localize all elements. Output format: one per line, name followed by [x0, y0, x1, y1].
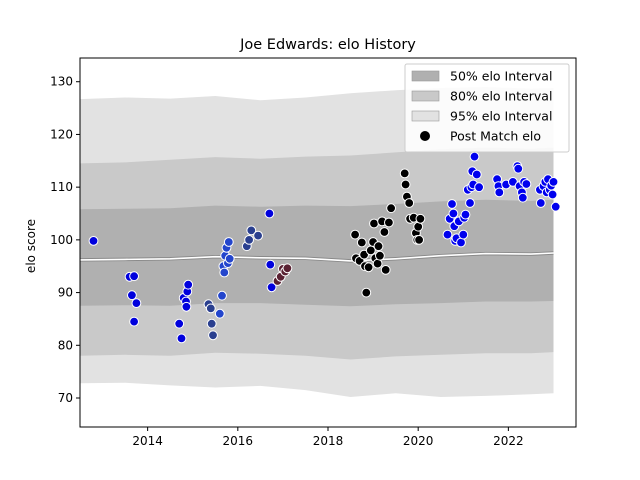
x-tick-label: 2020	[403, 434, 434, 448]
legend-label: 95% elo Interval	[450, 109, 552, 124]
legend-label: 50% elo Interval	[450, 69, 552, 84]
series-group	[272, 263, 293, 286]
data-point	[494, 187, 505, 198]
data-point	[174, 318, 185, 329]
data-point	[521, 179, 532, 189]
plot-clipped-layer	[80, 87, 561, 397]
data-point	[460, 209, 471, 220]
data-point	[88, 236, 99, 246]
legend-label: Post Match elo	[450, 129, 541, 144]
data-point	[176, 333, 187, 344]
series-group	[241, 225, 264, 252]
data-point	[414, 235, 425, 245]
y-tick-label: 120	[50, 127, 73, 141]
data-point	[208, 330, 218, 341]
legend-marker	[420, 131, 430, 141]
data-point	[264, 208, 275, 219]
data-point	[219, 267, 230, 278]
data-point	[513, 163, 524, 174]
data-point	[442, 229, 453, 240]
legend: 50% elo Interval 80% elo Interval 95% elo …	[404, 63, 570, 153]
data-point	[181, 301, 192, 312]
data-point	[469, 151, 480, 162]
series-group	[264, 208, 277, 293]
data-point	[363, 262, 374, 273]
data-point	[206, 318, 217, 329]
data-point	[474, 182, 485, 193]
data-point	[265, 259, 276, 270]
data-point	[447, 199, 457, 209]
data-point	[282, 263, 293, 274]
median-line	[80, 252, 554, 262]
data-point	[379, 227, 390, 237]
y-tick-label: 110	[50, 180, 73, 194]
data-point	[350, 229, 361, 240]
data-point	[399, 168, 410, 179]
data-point	[217, 290, 227, 301]
data-point	[126, 290, 137, 301]
data-point	[448, 208, 459, 219]
data-point	[361, 287, 372, 298]
data-point	[183, 279, 194, 290]
legend-swatch	[411, 70, 440, 82]
legend-swatch	[411, 110, 440, 122]
data-point	[131, 298, 142, 309]
data-point	[224, 253, 235, 264]
data-point	[415, 213, 426, 224]
data-point	[547, 189, 558, 200]
data-point	[214, 308, 225, 319]
data-point	[404, 198, 415, 208]
series-group	[214, 237, 235, 319]
data-point	[471, 169, 482, 180]
legend-label: 80% elo Interval	[450, 89, 552, 104]
data-point	[356, 237, 367, 248]
data-point	[266, 282, 277, 293]
y-tick-label: 100	[50, 233, 73, 247]
x-tick-label: 2014	[132, 434, 163, 448]
data-point	[548, 177, 559, 187]
data-point	[246, 225, 257, 236]
x-tick-label: 2016	[223, 434, 254, 448]
data-point	[223, 237, 234, 247]
data-point	[129, 316, 140, 327]
y-tick-label: 130	[50, 75, 73, 89]
y-tick-label: 70	[58, 391, 73, 405]
data-point	[244, 235, 255, 245]
data-point	[400, 179, 411, 190]
data-point	[375, 250, 385, 261]
data-point	[386, 203, 397, 214]
plot-area: 2014 2016 2018 2020 2022 70 80 90 100 110 120 130	[50, 57, 577, 448]
chart-title: Joe Edwards: elo History	[239, 37, 416, 53]
y-tick-label: 80	[58, 338, 73, 352]
data-point	[465, 198, 475, 208]
data-point	[517, 192, 528, 203]
data-point	[550, 201, 561, 212]
series-group	[350, 168, 426, 298]
x-tick-label: 2018	[313, 434, 344, 448]
series-group	[203, 299, 218, 341]
data-point	[458, 229, 469, 240]
legend-box	[404, 63, 570, 153]
data-point	[205, 303, 216, 314]
band-50	[80, 199, 554, 307]
data-point	[253, 230, 264, 241]
series-group	[88, 236, 194, 344]
x-tick-label: 2022	[493, 434, 524, 448]
data-point	[535, 198, 546, 208]
y-axis-label: elo score	[24, 219, 38, 273]
data-point	[129, 271, 140, 282]
data-point	[369, 218, 379, 229]
data-point	[380, 265, 391, 275]
data-point	[384, 217, 394, 228]
legend-swatch	[411, 90, 440, 102]
y-tick-label: 90	[58, 286, 73, 300]
series-group	[442, 151, 561, 248]
data-point	[373, 241, 384, 252]
